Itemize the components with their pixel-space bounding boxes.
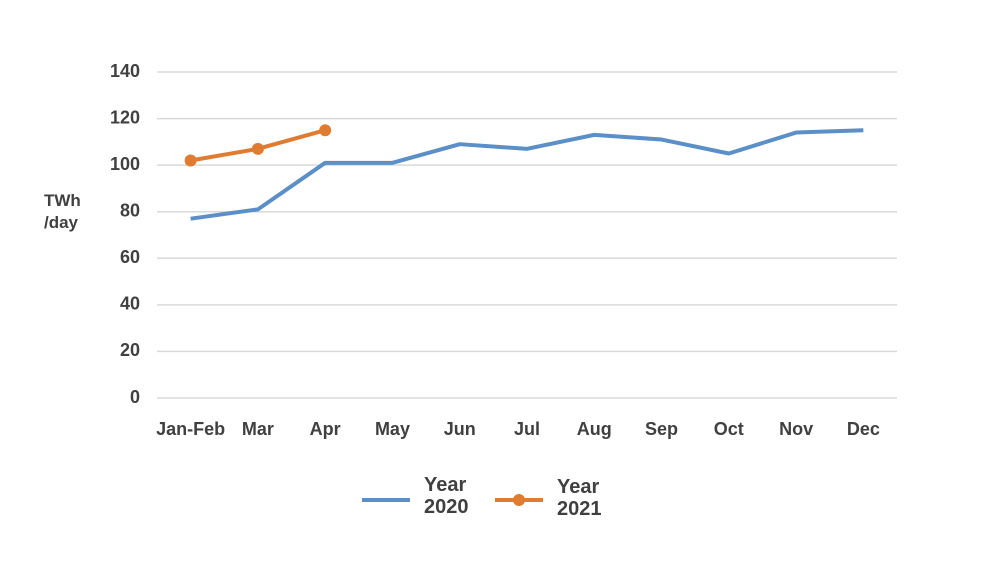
- series-line: [190, 128, 864, 221]
- y-tick-label: 140: [110, 61, 140, 81]
- x-tick-label: Dec: [847, 419, 880, 439]
- y-tick-label: 0: [130, 387, 140, 407]
- y-tick-label: 60: [120, 247, 140, 267]
- legend-label: Year 2020: [424, 474, 469, 518]
- data-point: [184, 154, 197, 167]
- x-tick-label: Sep: [645, 419, 678, 439]
- y-tick-label: 80: [120, 200, 140, 220]
- y-axis-label: TWh /day: [44, 191, 81, 232]
- legend-marker: [513, 494, 525, 506]
- y-tick-label: 120: [110, 107, 140, 127]
- x-tick-label: Jan-Feb: [156, 419, 225, 439]
- x-tick-label: Nov: [779, 419, 813, 439]
- data-point: [319, 124, 332, 137]
- x-tick-label: Mar: [242, 419, 274, 439]
- legend-label: Year 2021: [557, 476, 602, 520]
- data-point: [251, 142, 264, 155]
- x-tick-label: May: [375, 419, 410, 439]
- x-tick-label: Apr: [310, 419, 341, 439]
- x-tick-label: Jul: [514, 419, 540, 439]
- y-tick-label: 100: [110, 154, 140, 174]
- x-tick-label: Oct: [714, 419, 744, 439]
- y-tick-label: 40: [120, 294, 140, 314]
- x-tick-label: Aug: [577, 419, 612, 439]
- x-tick-label: Jun: [444, 419, 476, 439]
- y-tick-label: 20: [120, 340, 140, 360]
